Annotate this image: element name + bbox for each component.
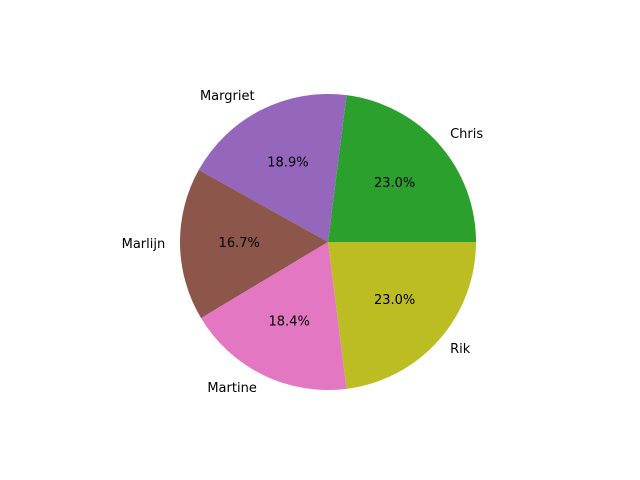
slice-percent-chris: 23.0% — [374, 176, 415, 191]
pie-labels: Chris 23.0% Margriet 18.9% Marlijn 16.7% Marti… — [122, 89, 484, 396]
slice-label-marlijn: Marlijn — [122, 237, 166, 252]
pie-slice-marlijn — [180, 169, 328, 319]
pie-slice-rik — [328, 242, 476, 389]
slice-label-rik: Rik — [450, 342, 471, 357]
slice-percent-rik: 23.0% — [374, 293, 415, 308]
slice-label-chris: Chris — [450, 127, 483, 142]
pie-slices — [180, 94, 476, 390]
pie-slice-martine — [201, 242, 347, 390]
slice-percent-martine: 18.4% — [269, 314, 310, 329]
pie-slice-chris — [328, 95, 476, 242]
slice-percent-margriet: 18.9% — [267, 155, 308, 170]
pie-slice-margriet — [198, 94, 347, 242]
slice-percent-marlijn: 16.7% — [219, 236, 260, 251]
slice-label-martine: Martine — [207, 381, 256, 396]
slice-label-margriet: Margriet — [200, 89, 255, 104]
